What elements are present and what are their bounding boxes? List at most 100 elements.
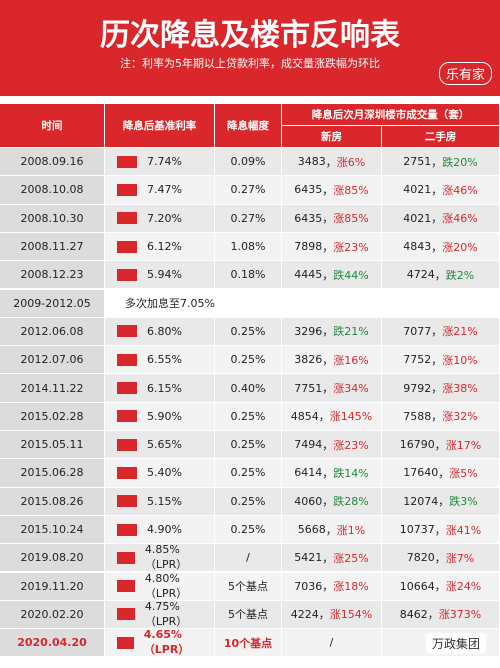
time-cell: 2020.04.20 xyxy=(0,629,105,658)
volume: 10664 xyxy=(399,579,435,593)
second-cell: 16790涨17% xyxy=(382,431,500,460)
title: 历次降息及楼市反响表 xyxy=(100,18,400,53)
rate-cell: 5.65% xyxy=(105,431,215,460)
volume: 2751 xyxy=(403,155,432,169)
rate: 5.15% xyxy=(147,494,182,508)
volume: 5421 xyxy=(294,551,323,565)
header-cell: 降息后基准利率 xyxy=(105,104,215,148)
new-cell: 7494涨23% xyxy=(282,431,382,460)
change: 涨16% xyxy=(322,352,368,368)
volume: / xyxy=(329,636,334,650)
cut-cell: 0.25% xyxy=(215,402,282,431)
change: 涨34% xyxy=(322,380,368,396)
volume: 7494 xyxy=(294,438,323,452)
rate: 4.75%（LPR） xyxy=(144,599,188,628)
new-cell: 6414跌14% xyxy=(282,459,382,488)
header-cell: 二手房 xyxy=(382,126,500,148)
cut-cell: 0.25% xyxy=(215,317,282,347)
second-cell: 8462涨373% xyxy=(382,600,500,630)
note-cell: 多次加息至7.05% xyxy=(105,289,500,318)
cut-cell: 1.08% xyxy=(215,232,282,262)
time-cell: 2015.10.24 xyxy=(0,515,105,545)
new-cell: 5421涨25% xyxy=(282,544,382,573)
note: 注：利率为5年期以上贷款利率，成交量涨跌幅为环比 xyxy=(120,57,380,70)
rate-cell: 4.75%（LPR） xyxy=(105,599,215,630)
rate: 6.80% xyxy=(147,324,182,338)
change: 跌44% xyxy=(322,267,368,283)
change: 跌28% xyxy=(322,493,368,509)
cut-cell: 0.09% xyxy=(215,148,282,177)
volume: 7751 xyxy=(294,381,323,395)
change: 涨373% xyxy=(428,606,481,622)
change: 涨17% xyxy=(435,437,481,453)
volume: 4060 xyxy=(294,494,323,508)
volume: 4224 xyxy=(290,607,319,621)
time-cell: 2008.09.16 xyxy=(0,148,105,177)
volume: 4021 xyxy=(403,211,432,225)
change: 涨38% xyxy=(431,380,477,396)
change: 涨23% xyxy=(322,437,368,453)
volume: 4843 xyxy=(403,240,432,254)
rate-bar xyxy=(117,410,137,423)
new-cell: 3826涨16% xyxy=(282,346,382,375)
rate: 4.90% xyxy=(147,523,182,537)
header-cell: 时间 xyxy=(0,104,105,148)
rate-bar xyxy=(117,353,137,366)
time-cell: 2014.11.22 xyxy=(0,374,105,403)
new-cell: 7751涨34% xyxy=(282,374,382,403)
rate: 6.12% xyxy=(147,240,182,254)
rate-bar xyxy=(117,382,137,395)
time-cell: 2012.06.08 xyxy=(0,317,105,347)
change: 跌21% xyxy=(322,323,368,339)
rate-bar xyxy=(117,240,137,253)
second-cell: 4843涨20% xyxy=(382,232,500,262)
change: 涨145% xyxy=(319,408,372,424)
volume: 17640 xyxy=(403,466,439,480)
cut-cell: / xyxy=(215,544,282,573)
volume: 7077 xyxy=(403,324,432,338)
rate-bar xyxy=(117,580,135,593)
logo: 乐有家 xyxy=(438,62,492,85)
new-cell: 4854涨145% xyxy=(282,402,382,431)
rate-bar xyxy=(117,466,137,479)
time-cell: 2008.11.27 xyxy=(0,232,105,262)
new-cell: 4060跌28% xyxy=(282,487,382,516)
new-cell: 7036涨18% xyxy=(282,572,382,601)
cut-cell: 0.25% xyxy=(215,487,282,516)
new-cell: 4224涨154% xyxy=(282,600,382,630)
rate-bar xyxy=(117,325,137,338)
rate-cell: 5.15% xyxy=(105,487,215,516)
rate-cell: 5.40% xyxy=(105,459,215,488)
volume: 3826 xyxy=(294,353,323,367)
rate: 7.74% xyxy=(147,155,182,169)
volume: 4445 xyxy=(294,268,323,282)
new-cell: 6435涨85% xyxy=(282,176,382,205)
rate-bar xyxy=(117,268,137,281)
second-cell: 10664涨24% xyxy=(382,572,500,601)
rate: 4.85%（LPR） xyxy=(144,543,188,572)
second-cell: 10737涨41% xyxy=(382,515,500,545)
volume: 6435 xyxy=(294,183,323,197)
second-cell: 7820涨7% xyxy=(382,544,500,573)
volume: 12074 xyxy=(403,494,439,508)
time-cell: 2015.02.28 xyxy=(0,402,105,431)
change: 涨6% xyxy=(326,154,365,170)
cut-cell: 0.25% xyxy=(215,431,282,460)
change: 涨18% xyxy=(322,578,368,594)
change: 涨21% xyxy=(431,323,477,339)
rate-cell: 7.47% xyxy=(105,176,215,205)
volume: 3296 xyxy=(294,324,323,338)
cut-cell: 0.40% xyxy=(215,374,282,403)
time-cell: 2020.02.20 xyxy=(0,600,105,630)
volume: 6414 xyxy=(294,466,323,480)
new-cell: 3296跌21% xyxy=(282,317,382,347)
new-cell: 7898涨23% xyxy=(282,232,382,262)
cut-cell: 5个基点 xyxy=(215,572,282,601)
change: 涨7% xyxy=(435,550,474,566)
rate-cell: 7.74% xyxy=(105,148,215,177)
second-cell: 2751跌20% xyxy=(382,148,500,177)
new-cell: / xyxy=(282,629,382,658)
cut-cell: 10个基点 xyxy=(215,629,282,658)
change: 涨46% xyxy=(431,182,477,198)
second-cell: 4724跌2% xyxy=(382,261,500,290)
